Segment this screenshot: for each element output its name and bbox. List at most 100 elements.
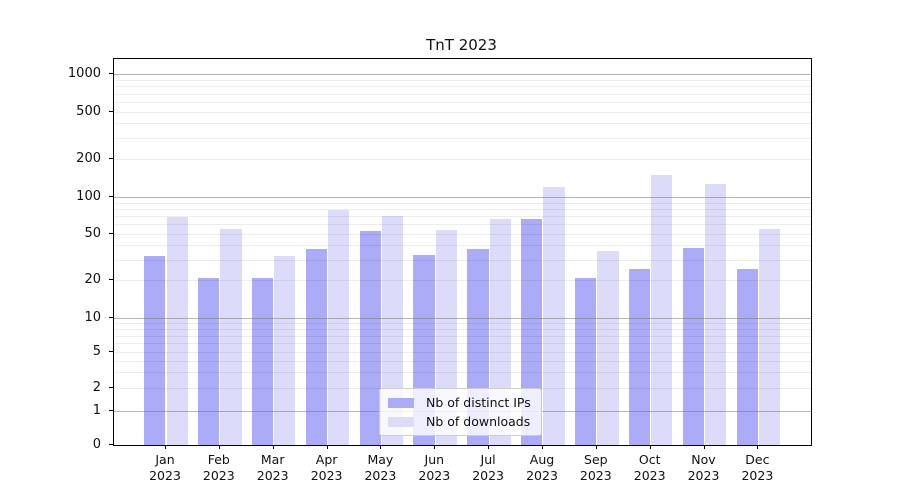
x-tick-label-oct: Oct 2023 [615, 452, 685, 484]
y-tick-mark [109, 111, 113, 112]
gridline-minor [114, 102, 811, 103]
y-tick-mark [109, 444, 113, 445]
gridline-minor [114, 208, 811, 210]
y-tick-label: 2 [92, 379, 101, 395]
legend: Nb of distinct IPs Nb of downloads [379, 388, 542, 436]
x-tick-year: 2023 [256, 468, 289, 483]
x-tick-label-jun: Jun 2023 [399, 452, 469, 484]
y-tick-mark [109, 317, 113, 318]
legend-item-downloads: Nb of downloads [388, 414, 533, 429]
bar-distinct-ips-may [359, 230, 381, 445]
gridline-minor [114, 79, 811, 81]
x-tick-mark [703, 445, 705, 449]
x-tick-month: Aug [529, 452, 555, 467]
y-tick-mark [109, 410, 113, 411]
gridline-minor [114, 328, 811, 330]
y-tick-mark [109, 233, 113, 234]
y-tick-label: 1 [92, 402, 101, 418]
bar-distinct-ips-apr [305, 249, 328, 445]
gridline-minor [114, 245, 811, 247]
y-tick-mark [109, 158, 113, 159]
gridline-minor [114, 86, 811, 88]
x-tick-year: 2023 [472, 468, 504, 483]
bar-distinct-ips-feb [198, 277, 220, 445]
x-tick-month: Jul [480, 452, 496, 467]
legend-label-downloads: Nb of downloads [426, 414, 531, 429]
x-tick-label-dec: Dec 2023 [722, 452, 792, 484]
legend-item-distinct-ips: Nb of distinct IPs [388, 395, 533, 410]
gridline-minor [114, 372, 811, 374]
x-tick-mark [326, 445, 328, 449]
x-tick-label-sep: Sep 2023 [561, 452, 631, 484]
x-tick-year: 2023 [687, 468, 720, 483]
x-tick-mark [595, 445, 597, 449]
x-tick-year: 2023 [418, 468, 451, 483]
bar-distinct-ips-nov [682, 247, 704, 445]
gridline-minor [114, 343, 811, 345]
x-tick-year: 2023 [741, 468, 774, 483]
y-tick-label: 200 [76, 150, 101, 166]
x-tick-month: May [367, 452, 394, 467]
gridline-minor [114, 335, 811, 337]
y-tick-mark [109, 73, 113, 74]
y-tick-label: 5 [92, 343, 101, 359]
bar-distinct-ips-mar [251, 277, 274, 445]
gridline-minor [114, 138, 811, 140]
x-tick-month: Nov [691, 452, 716, 467]
x-tick-year: 2023 [526, 468, 558, 483]
x-tick-label-feb: Feb 2023 [184, 452, 254, 484]
y-tick-label: 500 [76, 103, 101, 119]
gridline-minor [114, 112, 811, 113]
bar-distinct-ips-sep [575, 277, 597, 445]
gridline-major [114, 197, 811, 198]
x-tick-label-jan: Jan 2023 [130, 452, 200, 484]
x-tick-mark [757, 445, 759, 449]
y-tick-mark [109, 351, 113, 352]
x-tick-mark [542, 445, 543, 449]
x-tick-month: Dec [745, 452, 770, 467]
x-tick-month: Oct [638, 452, 661, 467]
bar-downloads-sep [597, 250, 619, 445]
x-tick-label-mar: Mar 2023 [238, 452, 308, 484]
x-tick-label-jul: Jul 2023 [453, 452, 523, 484]
x-tick-month: Feb [207, 452, 230, 467]
y-tick-label: 100 [76, 188, 101, 204]
gridline-minor [114, 259, 811, 261]
bar-downloads-aug [543, 187, 565, 445]
x-tick-month: Mar [260, 452, 285, 467]
y-tick-label: 1000 [67, 65, 101, 81]
x-tick-year: 2023 [149, 468, 181, 483]
y-tick-label: 0 [92, 436, 101, 452]
x-tick-label-aug: Aug 2023 [507, 452, 577, 484]
gridline-minor [114, 224, 811, 226]
bar-downloads-nov [705, 183, 727, 445]
gridline-minor [114, 323, 811, 325]
x-tick-year: 2023 [633, 468, 666, 483]
gridline-major [114, 318, 811, 319]
x-tick-mark [380, 445, 382, 449]
x-tick-month: Jan [155, 452, 175, 467]
bar-distinct-ips-oct [628, 268, 651, 445]
plot-area [113, 58, 812, 446]
x-tick-label-nov: Nov 2023 [669, 452, 739, 484]
legend-swatch-distinct-ips [388, 397, 414, 408]
x-tick-year: 2023 [202, 468, 235, 483]
x-tick-mark [434, 445, 436, 449]
bar-downloads-oct [651, 174, 673, 445]
x-tick-month: Apr [315, 452, 338, 467]
legend-label-distinct-ips: Nb of distinct IPs [426, 395, 531, 410]
x-tick-label-may: May 2023 [345, 452, 415, 484]
x-tick-month: Jun [424, 452, 445, 467]
bar-downloads-jan [166, 216, 188, 445]
gridline-minor [114, 352, 811, 353]
bar-downloads-feb [220, 228, 242, 445]
legend-swatch-downloads [388, 416, 414, 427]
bar-distinct-ips-dec [736, 268, 758, 445]
chart-title: TnT 2023 [426, 36, 497, 54]
gridline-minor [114, 159, 811, 160]
bar-downloads-apr [328, 209, 350, 445]
y-tick-label: 20 [84, 271, 101, 287]
y-tick-mark [109, 196, 113, 197]
grid-layer [114, 59, 811, 445]
